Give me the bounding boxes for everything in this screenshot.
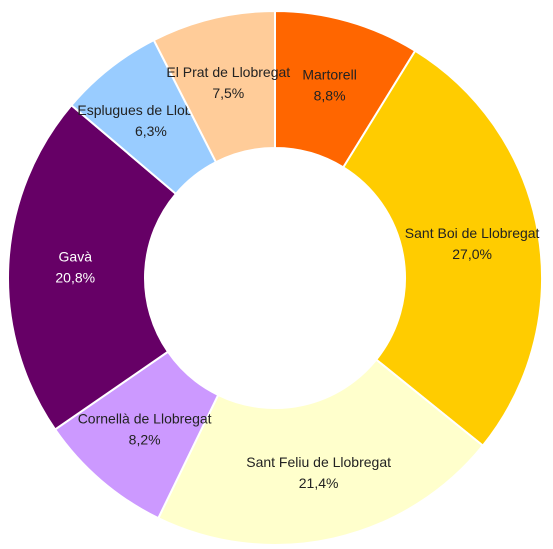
donut-slice bbox=[152, 9, 276, 164]
donut-slice bbox=[156, 358, 485, 546]
slice-value-label: 21,4% bbox=[299, 475, 339, 491]
slice-value-label: 20,8% bbox=[55, 270, 95, 286]
slice-label: Cornellà de Llobregat bbox=[78, 410, 212, 426]
slice-value-label: 27,0% bbox=[452, 246, 492, 262]
slice-value-label: 8,8% bbox=[314, 87, 346, 103]
slice-value-label: 7,5% bbox=[212, 85, 244, 101]
slice-label: Sant Boi de Llobregat bbox=[405, 225, 540, 241]
donut-slice bbox=[341, 49, 543, 448]
slice-value-label: 6,3% bbox=[135, 123, 167, 139]
slice-value-label: 8,2% bbox=[129, 431, 161, 447]
slice-label: Sant Feliu de Llobregat bbox=[246, 454, 391, 470]
donut-slice bbox=[7, 103, 178, 431]
slice-label: Martorell bbox=[302, 66, 356, 82]
slice-label: Gavà bbox=[59, 249, 93, 265]
slice-label: El Prat de Llobregat bbox=[166, 64, 290, 80]
